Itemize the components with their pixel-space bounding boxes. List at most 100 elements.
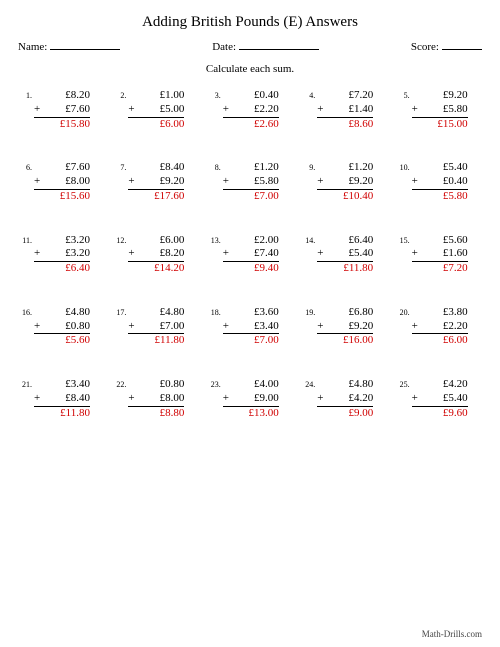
answer: £8.60 [317, 118, 373, 132]
addend-2-value: £0.80 [65, 320, 90, 332]
instruction: Calculate each sum. [18, 63, 482, 75]
problem-stack: £9.20+£5.80£15.00 [412, 89, 468, 131]
addend-1: £1.00 [128, 89, 184, 103]
problem-stack: £1.00+£5.00£6.00 [128, 89, 184, 131]
date-blank[interactable] [239, 49, 319, 50]
addend-2: +£5.40 [412, 392, 468, 407]
addend-2-value: £1.60 [443, 247, 468, 259]
problem-number: 10. [396, 161, 410, 172]
problem-number: 15. [396, 234, 410, 245]
plus-sign: + [223, 392, 229, 406]
addend-1: £3.40 [34, 378, 90, 392]
answer: £2.60 [223, 118, 279, 132]
addend-1: £1.20 [223, 161, 279, 175]
addend-2: +£8.00 [128, 392, 184, 407]
answer: £6.00 [412, 334, 468, 348]
plus-sign: + [317, 392, 323, 406]
problem: 10.£5.40+£0.40£5.80 [396, 161, 482, 203]
answer: £15.80 [34, 118, 90, 132]
addend-2-value: £7.00 [160, 320, 185, 332]
problem: 15.£5.60+£1.60£7.20 [396, 234, 482, 276]
problem-number: 2. [112, 89, 126, 100]
problem-number: 20. [396, 306, 410, 317]
plus-sign: + [128, 392, 134, 406]
addend-1: £9.20 [412, 89, 468, 103]
problem-number: 18. [207, 306, 221, 317]
plus-sign: + [34, 247, 40, 261]
addend-2-value: £9.20 [348, 175, 373, 187]
addend-2: +£5.80 [223, 175, 279, 190]
answer: £11.80 [34, 407, 90, 421]
problem-number: 23. [207, 378, 221, 389]
problem: 24.£4.80+£4.20£9.00 [301, 378, 387, 420]
problem-number: 14. [301, 234, 315, 245]
answer: £9.40 [223, 262, 279, 276]
addend-2-value: £7.60 [65, 103, 90, 115]
plus-sign: + [412, 392, 418, 406]
problem-stack: £8.40+£9.20£17.60 [128, 161, 184, 203]
problem-stack: £3.40+£8.40£11.80 [34, 378, 90, 420]
problem-number: 3. [207, 89, 221, 100]
addend-2: +£1.60 [412, 247, 468, 262]
answer: £7.00 [223, 190, 279, 204]
addend-2-value: £9.00 [254, 392, 279, 404]
plus-sign: + [223, 247, 229, 261]
problem-stack: £3.80+£2.20£6.00 [412, 306, 468, 348]
problem-number: 7. [112, 161, 126, 172]
header-row: Name: Date: Score: [18, 41, 482, 53]
problem: 17.£4.80+£7.00£11.80 [112, 306, 198, 348]
problem-stack: £1.20+£9.20£10.40 [317, 161, 373, 203]
addend-1: £6.80 [317, 306, 373, 320]
addend-1: £4.80 [34, 306, 90, 320]
plus-sign: + [128, 103, 134, 117]
problem: 19.£6.80+£9.20£16.00 [301, 306, 387, 348]
addend-1: £0.80 [128, 378, 184, 392]
problem-stack: £0.40+£2.20£2.60 [223, 89, 279, 131]
answer: £15.60 [34, 190, 90, 204]
problem-number: 1. [18, 89, 32, 100]
addend-2: + £7.40 [223, 247, 279, 262]
problem-stack: £0.80+£8.00£8.80 [128, 378, 184, 420]
problems-grid: 1.£8.20+£7.60£15.802.£1.00+£5.00£6.003.£… [18, 89, 482, 420]
problem-stack: £4.80+£4.20£9.00 [317, 378, 373, 420]
problem-stack: £7.60+£8.00£15.60 [34, 161, 90, 203]
problem-stack: £5.40+£0.40£5.80 [412, 161, 468, 203]
problem: 1.£8.20+ £7.60 £15.80 [18, 89, 104, 131]
score-blank[interactable] [442, 49, 482, 50]
addend-2-value: £5.00 [160, 103, 185, 115]
addend-1: £4.20 [412, 378, 468, 392]
plus-sign: + [128, 175, 134, 189]
problem-number: 12. [112, 234, 126, 245]
answer: £7.00 [223, 334, 279, 348]
problem-stack: £4.80+£0.80£5.60 [34, 306, 90, 348]
problem-stack: £3.20+£3.20£6.40 [34, 234, 90, 276]
problem: 4.£7.20+£1.40£8.60 [301, 89, 387, 131]
problem: 9.£1.20+£9.20£10.40 [301, 161, 387, 203]
answer: £10.40 [317, 190, 373, 204]
addend-2-value: £3.40 [254, 320, 279, 332]
problem: 22.£0.80+£8.00£8.80 [112, 378, 198, 420]
problem-number: 25. [396, 378, 410, 389]
answer: £5.80 [412, 190, 468, 204]
addend-2: +£0.40 [412, 175, 468, 190]
plus-sign: + [34, 103, 40, 117]
addend-2-value: £2.20 [254, 103, 279, 115]
problem-number: 24. [301, 378, 315, 389]
problem-stack: £2.00+£7.40£9.40 [223, 234, 279, 276]
answer: £9.00 [317, 407, 373, 421]
addend-1: £8.20 [34, 89, 90, 103]
name-blank[interactable] [50, 49, 120, 50]
plus-sign: + [128, 247, 134, 261]
worksheet-page: Adding British Pounds (E) Answers Name: … [0, 0, 500, 647]
addend-1: £3.60 [223, 306, 279, 320]
date-field: Date: [212, 41, 319, 53]
addend-2: + £7.60 [34, 103, 90, 118]
problem-stack: £6.40+£5.40£11.80 [317, 234, 373, 276]
answer: £15.00 [412, 118, 468, 132]
answer: £7.20 [412, 262, 468, 276]
addend-1: £1.20 [317, 161, 373, 175]
addend-2-value: £7.40 [254, 247, 279, 259]
answer: £11.80 [128, 334, 184, 348]
addend-2-value: £3.20 [65, 247, 90, 259]
problem-stack: £6.80+£9.20£16.00 [317, 306, 373, 348]
